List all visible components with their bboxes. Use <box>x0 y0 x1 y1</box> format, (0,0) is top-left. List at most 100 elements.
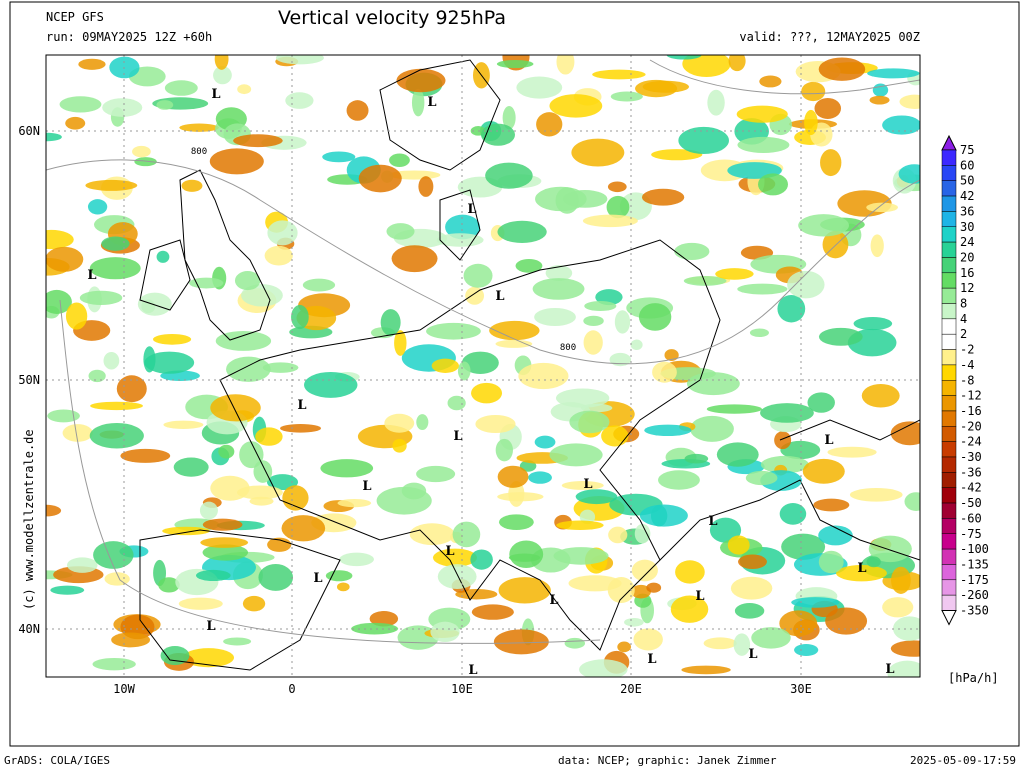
colorbar-box <box>941 426 957 442</box>
field-blob <box>215 331 272 351</box>
low-marker: L <box>211 87 220 102</box>
field-blob <box>607 576 635 604</box>
field-blob <box>103 351 120 370</box>
field-blob <box>760 455 809 474</box>
colorbar-unit: [hPa/h] <box>948 671 999 685</box>
field-blob <box>617 641 632 653</box>
field-blob <box>498 577 551 604</box>
field-blob <box>601 425 629 447</box>
field-blob <box>90 401 143 411</box>
lon-label: 20E <box>620 682 642 696</box>
field-blob <box>631 584 651 599</box>
graticule <box>46 55 920 677</box>
field-blob <box>213 66 232 85</box>
field-blob <box>67 557 98 573</box>
colorbar-box <box>941 165 957 181</box>
field-blob <box>532 278 585 300</box>
field-blob <box>609 352 632 367</box>
field-blob <box>218 444 235 459</box>
field-blob <box>592 69 646 80</box>
colorbar-label: -350 <box>960 604 989 618</box>
field-blob <box>545 265 573 281</box>
field-blob <box>682 55 731 78</box>
field-blob <box>652 361 677 383</box>
field-blob <box>489 320 540 341</box>
field-blob <box>709 517 742 543</box>
field-blob <box>549 94 603 118</box>
low-marker: L <box>583 477 592 492</box>
field-blob <box>144 351 195 374</box>
field-blob <box>736 105 788 123</box>
field-blob <box>266 474 299 491</box>
field-blob <box>853 317 893 331</box>
colorbar-box <box>941 241 957 258</box>
field-blob <box>322 151 356 163</box>
field-blob <box>497 465 529 488</box>
field-blob <box>814 97 842 119</box>
field-blob <box>339 552 374 567</box>
field-blob <box>804 109 818 136</box>
field-blob <box>583 315 604 326</box>
field-blob <box>569 410 610 434</box>
colorbar-label: 50 <box>960 174 974 188</box>
field-blob <box>116 375 147 403</box>
field-blob <box>777 295 806 323</box>
field-blob <box>651 149 703 161</box>
field-blob <box>237 84 252 95</box>
field-blob <box>79 290 123 305</box>
low-marker: L <box>297 398 306 413</box>
field-blob <box>571 138 625 167</box>
footer-timestamp: 2025-05-09-17:59 <box>910 754 1016 767</box>
field-blob <box>575 489 618 505</box>
field-blob <box>634 523 651 544</box>
field-blob <box>376 486 432 515</box>
field-blob <box>223 637 252 646</box>
field-blob <box>887 660 920 677</box>
colorbar-box <box>941 487 957 504</box>
field-blob <box>411 88 425 117</box>
field-blob <box>825 607 868 635</box>
colorbar-label: -175 <box>960 573 989 587</box>
field-blob <box>642 80 690 93</box>
field-blob <box>898 164 920 184</box>
field-blob <box>818 550 844 574</box>
field-blob <box>160 646 190 666</box>
field-blob <box>389 153 410 167</box>
colorbar-box <box>941 502 957 519</box>
field-blob <box>178 597 223 610</box>
field-blob <box>418 176 434 197</box>
colorbar-box <box>941 349 957 366</box>
field-blob <box>508 553 541 562</box>
field-blob <box>200 537 249 548</box>
field-blob <box>807 392 835 413</box>
field-blob <box>93 541 134 569</box>
field-blob <box>386 223 415 240</box>
field-blob <box>337 498 372 508</box>
field-blob <box>87 199 108 215</box>
field-blob <box>475 414 516 434</box>
field-blob <box>581 403 613 413</box>
colorbar-box <box>941 579 957 596</box>
field-blob <box>658 470 700 490</box>
field-blob <box>437 564 477 590</box>
field-blob <box>111 632 151 648</box>
field-blob <box>85 179 138 191</box>
colorbar-label: 30 <box>960 220 974 234</box>
colorbar-label: 60 <box>960 158 974 172</box>
field-blob <box>471 382 503 404</box>
field-blob <box>258 564 294 591</box>
colorbar-label: -16 <box>960 404 982 418</box>
field-blob <box>304 371 358 398</box>
colorbar-box <box>941 303 957 320</box>
field-blob <box>285 92 314 109</box>
field-blob <box>674 242 710 261</box>
colorbar-label: -75 <box>960 527 982 541</box>
field-blob <box>430 621 460 643</box>
field-blob <box>457 361 471 381</box>
field-blob <box>50 585 85 595</box>
field-blob <box>633 628 663 651</box>
field-blob <box>727 535 750 555</box>
field-blob <box>470 549 493 570</box>
field-blob <box>214 55 229 70</box>
field-blob <box>346 100 369 121</box>
